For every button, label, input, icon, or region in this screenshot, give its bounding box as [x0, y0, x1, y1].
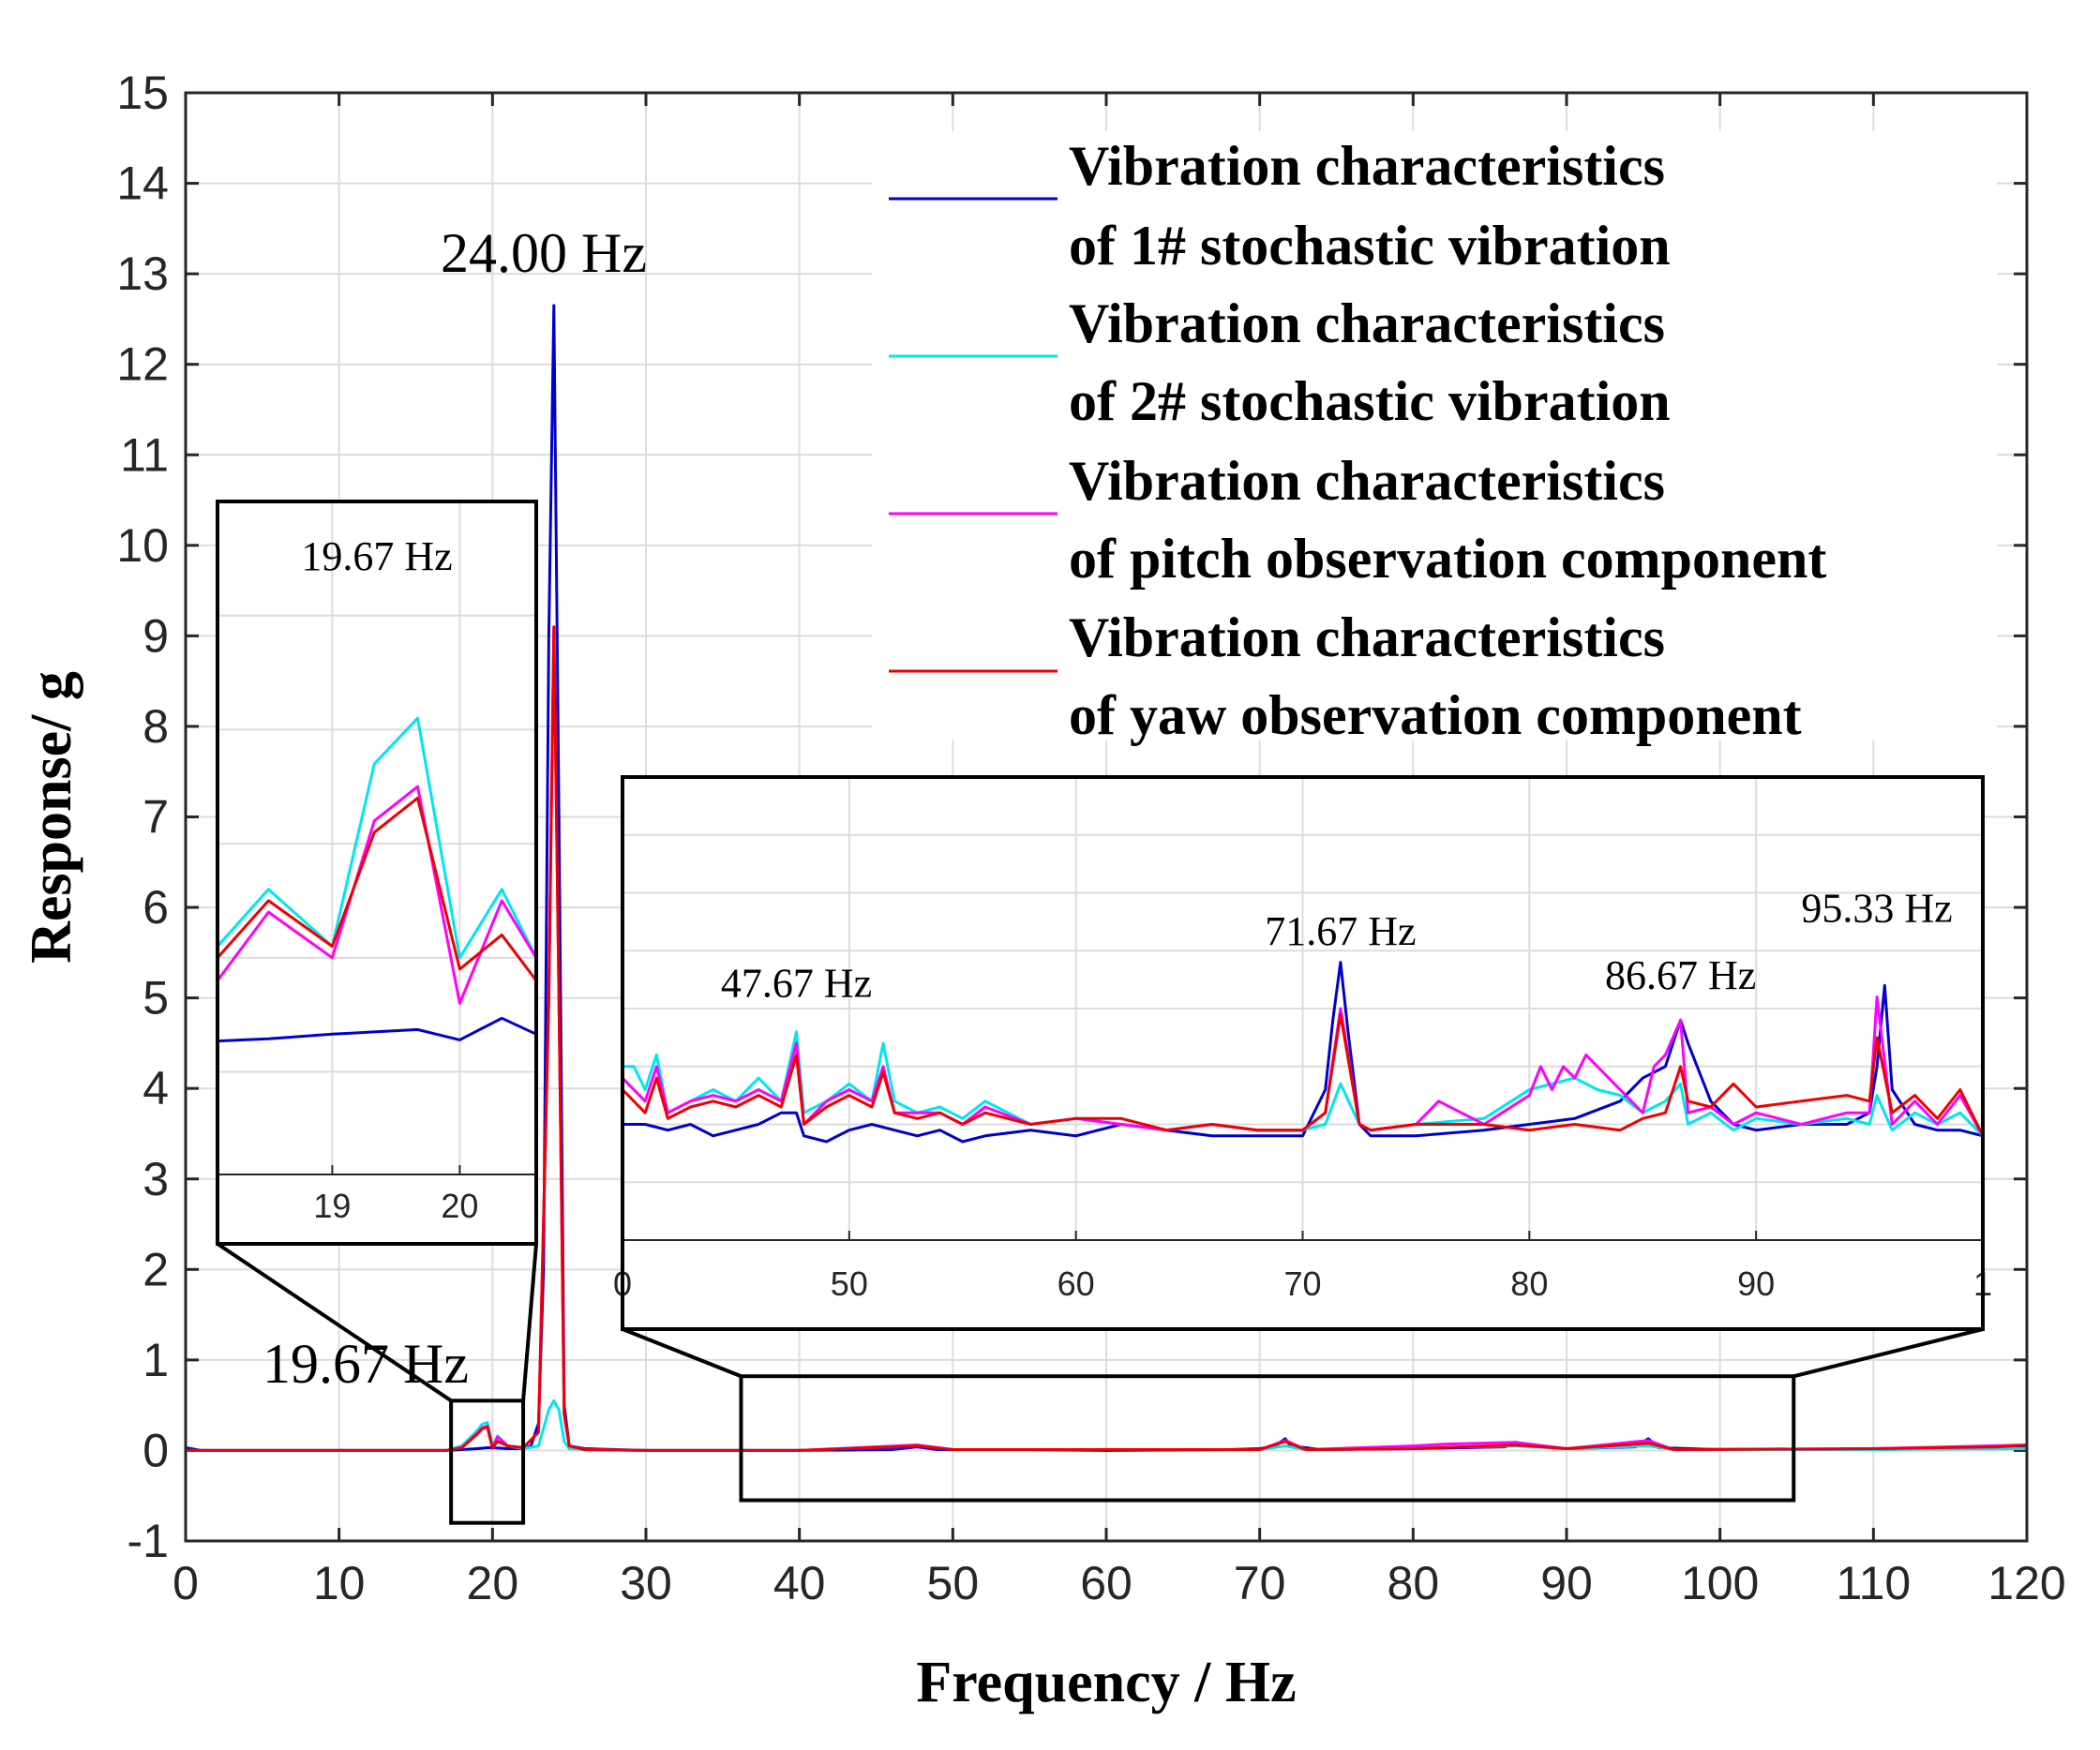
y-tick-label: 3 [142, 1153, 169, 1205]
legend-label-4a: Vibration characteristics [1069, 606, 1665, 668]
inset-right-annotation: 71.67 Hz [1265, 908, 1416, 954]
zoom-source-box-right [739, 1374, 1796, 1503]
inset-left-tick-label: 19 [313, 1187, 351, 1225]
legend: Vibration characteristics of 1# stochast… [872, 131, 1997, 746]
y-tick-label: -1 [128, 1515, 169, 1567]
y-axis-label: Response/ g [20, 671, 83, 964]
x-tick-label: 80 [1388, 1557, 1440, 1609]
y-tick-label: 4 [142, 1062, 169, 1114]
legend-label-2b: of 2# stochastic vibration [1069, 370, 1671, 432]
inset-left-series-line-3 [216, 785, 538, 1005]
main-series [185, 304, 2028, 1452]
x-tick-label: 90 [1540, 1557, 1593, 1609]
y-tick-label: 7 [142, 791, 169, 844]
inset-left-tick-label: 20 [441, 1187, 478, 1225]
legend-label-3a: Vibration characteristics [1069, 450, 1665, 512]
inset-right-tick-label: 60 [1058, 1264, 1095, 1303]
legend-label-2a: Vibration characteristics [1069, 292, 1665, 354]
y-tick-label: 1 [142, 1334, 169, 1386]
inset-right-series-line-1 [622, 961, 1984, 1144]
y-tick-label: 15 [116, 67, 169, 119]
legend-label-4b: of yaw observation component [1069, 684, 1802, 746]
inset-right-series-line-4 [621, 1012, 1985, 1137]
x-tick-label: 70 [1234, 1557, 1286, 1609]
x-tick-label: 60 [1080, 1557, 1132, 1609]
y-tick-label: 5 [142, 972, 169, 1025]
inset-left-series-line-4 [216, 796, 538, 982]
x-tick-label: 20 [467, 1557, 519, 1609]
inset-left-background [218, 501, 536, 1244]
x-tick-label: 50 [927, 1557, 980, 1609]
inset-left: 19 20 19.67 Hz [216, 500, 538, 1246]
inset-right-tick-label: 90 [1737, 1264, 1775, 1303]
legend-label-1a: Vibration characteristics [1069, 135, 1665, 197]
zoom-source-box-left [449, 1399, 526, 1525]
inset-right-annotation: 47.67 Hz [721, 961, 872, 1007]
y-tick-label: 14 [116, 157, 169, 210]
zoom-connector [216, 1242, 453, 1402]
inset-right-annotation: 95.33 Hz [1801, 885, 1952, 931]
legend-label-1b: of 1# stochastic vibration [1069, 215, 1671, 277]
y-tick-label: 8 [142, 700, 169, 753]
y-tick-label: 10 [116, 519, 169, 572]
y-tick-label: 13 [116, 247, 169, 300]
zoom-connector [521, 1243, 538, 1401]
zoom-connector [1792, 1327, 1984, 1379]
inset-right-annotation: 86.67 Hz [1605, 952, 1756, 998]
x-tick-label: 110 [1836, 1557, 1911, 1609]
inset-right-tick-label: 50 [831, 1264, 868, 1303]
legend-label-3b: of pitch observation component [1069, 528, 1826, 590]
y-tick-label: 11 [120, 428, 169, 481]
y-tick-label: 6 [142, 881, 169, 934]
zoom-connector [622, 1327, 742, 1379]
y-tick-label: 12 [116, 338, 169, 391]
inset-left-annotation: 19.67 Hz [301, 533, 452, 579]
y-tick-label: 9 [142, 609, 169, 662]
inset-right-tick-label: 70 [1283, 1264, 1321, 1303]
main-ticks: 0 10 20 30 40 50 60 70 80 90 100 110 120-10123456789… [116, 67, 2065, 1609]
inset-left-series-line-1 [217, 1016, 537, 1043]
zoom-indicators [216, 1242, 1984, 1525]
annotation-24hz: 24.00 Hz [441, 222, 647, 284]
plot-frame [184, 91, 2029, 1543]
x-axis-label: Frequency / Hz [916, 1651, 1296, 1714]
inset-right-tick-label: 80 [1510, 1264, 1548, 1303]
y-tick-label: 2 [142, 1243, 169, 1295]
inset-left-frame [216, 500, 538, 1246]
inset-left-series-line-2 [216, 716, 538, 960]
x-tick-label: 30 [620, 1557, 672, 1609]
series-line-4 [186, 625, 2028, 1452]
y-tick-label: 0 [142, 1424, 169, 1476]
x-tick-label: 120 [1988, 1557, 2065, 1609]
x-tick-label: 40 [773, 1557, 826, 1609]
x-tick-label: 0 [172, 1557, 199, 1609]
x-tick-label: 10 [313, 1557, 366, 1609]
inset-right-frame [621, 775, 1985, 1331]
x-tick-label: 100 [1681, 1557, 1759, 1609]
